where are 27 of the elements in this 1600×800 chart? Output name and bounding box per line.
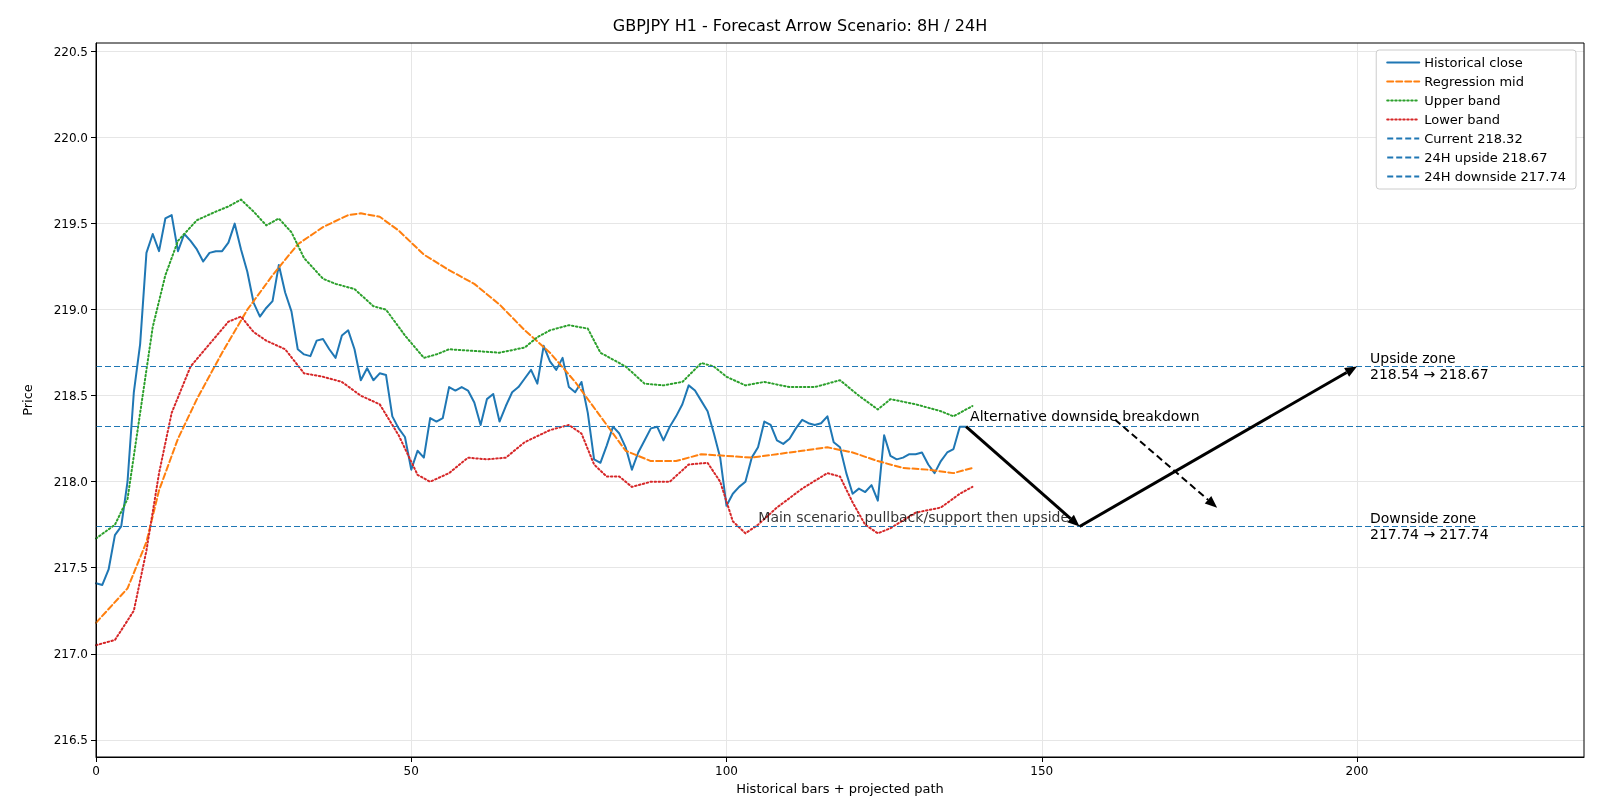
legend-label: Historical close <box>1424 55 1523 70</box>
x-tick-label: 200 <box>1345 764 1369 778</box>
annotation: Downside zone 217.74 → 217.74 <box>1370 510 1489 543</box>
chart-title: GBPJPY H1 - Forecast Arrow Scenario: 8H / 24H <box>612 15 988 35</box>
y-tick-label: 220.5 <box>53 44 88 59</box>
x-tick-label: 150 <box>1030 764 1054 778</box>
legend-label: 24H upside 218.67 <box>1424 150 1548 165</box>
y-tick-label: 219.5 <box>53 216 88 231</box>
annotation: Alternative downside breakdown <box>970 407 1200 424</box>
legend-label: 24H downside 217.74 <box>1424 169 1566 184</box>
y-tick-label: 219.0 <box>53 302 88 317</box>
legend-label: Regression mid <box>1424 74 1524 89</box>
y-tick-label: 218.0 <box>53 474 88 489</box>
annotation: Upside zone 218.54 → 218.67 <box>1370 350 1489 383</box>
x-tick-label: 0 <box>92 764 100 778</box>
y-tick-label: 217.5 <box>53 560 88 575</box>
legend-label: Current 218.32 <box>1424 131 1523 146</box>
x-axis-title: Historical bars + projected path <box>736 780 944 796</box>
x-tick-label: 100 <box>715 764 738 778</box>
x-tick-label: 50 <box>403 764 419 778</box>
y-axis-title: Price <box>20 384 35 416</box>
y-tick-label: 217.0 <box>53 646 88 661</box>
legend-label: Upper band <box>1424 93 1501 108</box>
legend-label: Lower band <box>1424 112 1501 127</box>
y-tick-label: 216.5 <box>53 732 88 747</box>
y-tick-label: 220.0 <box>53 130 88 145</box>
y-tick-label: 218.5 <box>53 388 88 403</box>
